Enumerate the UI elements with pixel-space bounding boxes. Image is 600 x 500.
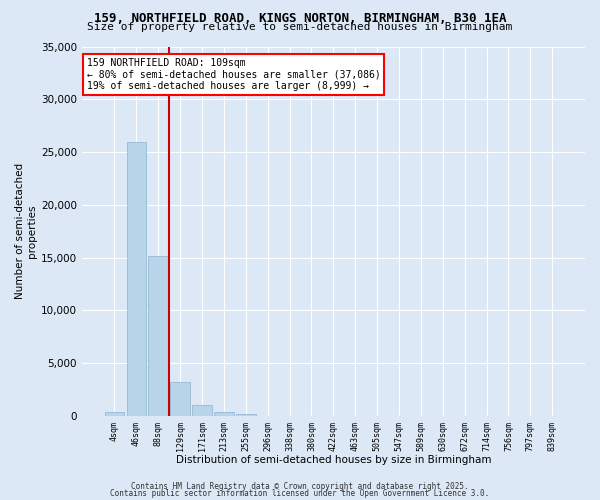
Bar bbox=[214, 412, 234, 416]
Bar bbox=[192, 406, 212, 416]
Bar bbox=[148, 256, 168, 416]
X-axis label: Distribution of semi-detached houses by size in Birmingham: Distribution of semi-detached houses by … bbox=[176, 455, 491, 465]
Y-axis label: Number of semi-detached
properties: Number of semi-detached properties bbox=[15, 163, 37, 300]
Bar bbox=[127, 142, 146, 416]
Text: Contains HM Land Registry data © Crown copyright and database right 2025.: Contains HM Land Registry data © Crown c… bbox=[131, 482, 469, 491]
Text: Size of property relative to semi-detached houses in Birmingham: Size of property relative to semi-detach… bbox=[88, 22, 512, 32]
Text: 159, NORTHFIELD ROAD, KINGS NORTON, BIRMINGHAM, B30 1EA: 159, NORTHFIELD ROAD, KINGS NORTON, BIRM… bbox=[94, 12, 506, 26]
Text: 159 NORTHFIELD ROAD: 109sqm
← 80% of semi-detached houses are smaller (37,086)
1: 159 NORTHFIELD ROAD: 109sqm ← 80% of sem… bbox=[87, 58, 380, 91]
Text: Contains public sector information licensed under the Open Government Licence 3.: Contains public sector information licen… bbox=[110, 489, 490, 498]
Bar bbox=[236, 414, 256, 416]
Bar bbox=[170, 382, 190, 416]
Bar bbox=[104, 412, 124, 416]
